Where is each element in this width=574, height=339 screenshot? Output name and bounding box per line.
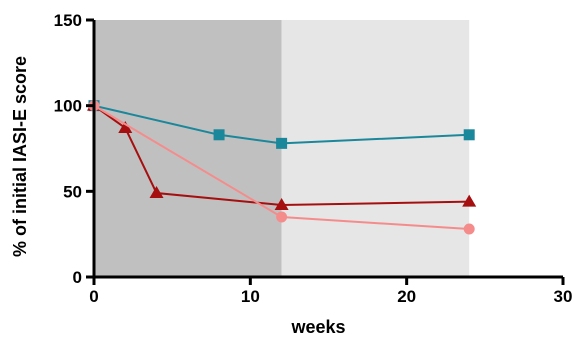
y-tick-label: 150 (54, 11, 82, 30)
x-tick-label: 10 (241, 287, 260, 306)
x-tick-label: 30 (554, 287, 573, 306)
data-point-triangle (462, 194, 477, 207)
shaded-region-1 (94, 20, 282, 277)
data-point-square (463, 129, 475, 141)
data-point-triangle (274, 198, 289, 211)
y-tick-label: 50 (63, 182, 82, 201)
x-tick-label: 0 (89, 287, 98, 306)
axes (92, 20, 563, 279)
data-point-triangle (149, 186, 164, 199)
data-point-circle (463, 223, 475, 235)
y-axis-title: % of initial IASI-E score (10, 56, 30, 257)
data-point-triangle (118, 120, 133, 133)
data-point-square (213, 129, 225, 141)
x-tick-label: 20 (397, 287, 416, 306)
shaded-region-2 (281, 20, 470, 277)
x-axis-title: weeks (290, 317, 345, 337)
data-point-circle (276, 211, 288, 223)
ticks: 0 50 100 150 0 10 20 30 (54, 11, 573, 306)
y-tick-label: 0 (73, 268, 82, 287)
data-point-square (276, 137, 288, 149)
shaded-regions (94, 20, 470, 277)
y-tick-label: 100 (54, 97, 82, 116)
series-layer (87, 98, 477, 235)
series-line-square (93, 104, 470, 145)
